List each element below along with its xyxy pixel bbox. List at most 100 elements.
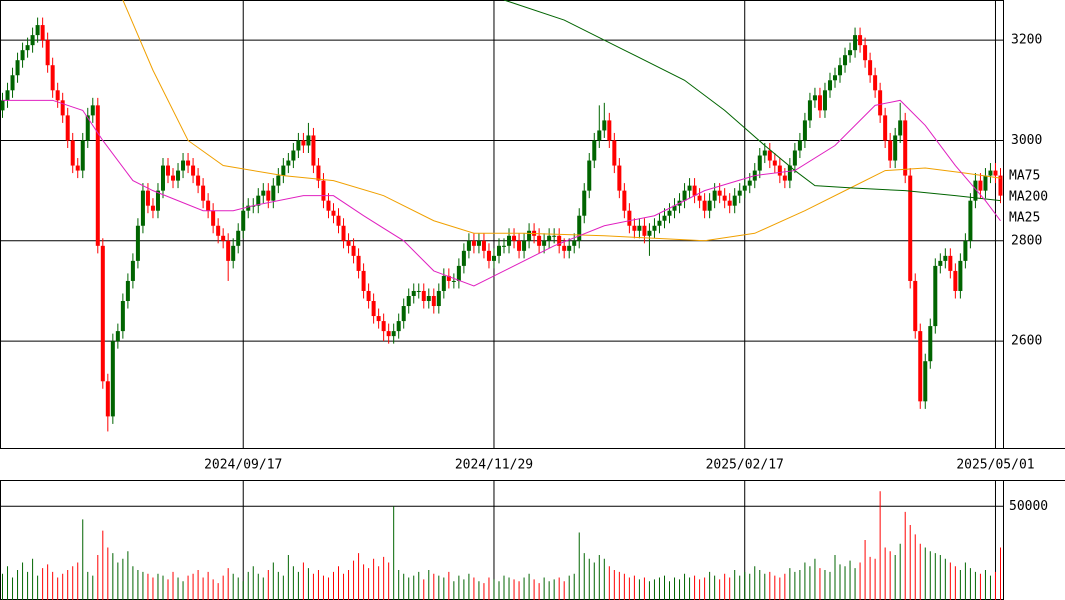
price-panel <box>0 0 1004 449</box>
candle-body <box>15 60 20 76</box>
candle-body <box>843 55 848 66</box>
candle-body <box>973 180 978 201</box>
candle-body <box>878 90 883 116</box>
candle-body <box>456 265 461 281</box>
candle-body <box>120 301 125 332</box>
candle-body <box>712 190 717 201</box>
candle-body <box>863 45 868 61</box>
candle-body <box>10 75 15 91</box>
candle-body <box>617 165 622 191</box>
candle-body <box>722 195 727 201</box>
candle-body <box>301 140 306 146</box>
candle-body <box>306 135 311 146</box>
candle-body <box>827 80 832 91</box>
candle-body <box>396 321 401 332</box>
candle-body <box>110 341 115 417</box>
candle-body <box>135 225 140 261</box>
candle-body <box>978 180 983 191</box>
candle-body <box>893 135 898 161</box>
candle-body <box>697 195 702 201</box>
ma-line <box>2 99 1001 287</box>
candle-body <box>732 195 737 206</box>
candle-body <box>647 230 652 236</box>
candle-body <box>115 331 120 342</box>
candle-body <box>181 160 186 171</box>
candle-body <box>898 120 903 136</box>
candle-body <box>567 245 572 251</box>
candle-body <box>858 35 863 46</box>
candle-body <box>968 200 973 241</box>
candle-body <box>331 210 336 216</box>
candle-body <box>171 175 176 181</box>
candle-body <box>838 65 843 76</box>
candle-body <box>20 50 25 61</box>
candle-body <box>491 255 496 261</box>
candle-body <box>537 235 542 246</box>
candle-body <box>246 205 251 211</box>
candle-body <box>125 280 130 302</box>
candle-body <box>928 326 933 362</box>
candle-body <box>231 245 236 261</box>
candle-body <box>888 140 893 161</box>
x-tick-label: 2025/02/17 <box>706 458 784 473</box>
candle-body <box>406 295 411 307</box>
candle-body <box>542 240 547 246</box>
candle-body <box>527 230 532 241</box>
candle-body <box>522 240 527 251</box>
candle-body <box>296 140 301 151</box>
ma-line <box>122 0 1001 242</box>
candle-body <box>446 275 451 281</box>
candle-body <box>627 210 632 226</box>
candle-body <box>943 255 948 261</box>
candle-body <box>607 120 612 141</box>
candle-body <box>221 235 226 241</box>
candle-body <box>597 130 602 141</box>
candle-body <box>55 90 60 101</box>
candle-body <box>547 235 552 241</box>
candle-body <box>286 160 291 166</box>
candle-body <box>191 165 196 176</box>
candle-body <box>782 175 787 181</box>
x-tick-label: 2024/09/17 <box>204 458 282 473</box>
candle-body <box>587 160 592 191</box>
candle-body <box>346 240 351 246</box>
candle-body <box>883 115 888 141</box>
y-tick-label: 2800 <box>1011 233 1042 248</box>
candle-body <box>281 165 286 176</box>
candle-body <box>707 200 712 211</box>
candle-body <box>145 190 150 206</box>
candle-body <box>100 245 105 382</box>
candle-body <box>517 240 522 251</box>
candle-body <box>155 190 160 211</box>
y-tick-label: 2600 <box>1011 334 1042 349</box>
candle-body <box>381 321 386 332</box>
ma-line <box>503 0 1001 202</box>
candle-body <box>687 185 692 191</box>
candle-body <box>321 180 326 201</box>
candle-body <box>913 280 918 332</box>
candle-body <box>466 240 471 251</box>
candle-body <box>682 190 687 201</box>
candle-body <box>868 60 873 76</box>
candle-body <box>35 25 40 36</box>
candle-body <box>65 115 70 141</box>
candle-body <box>908 175 913 281</box>
candle-body <box>822 90 827 111</box>
candle-body <box>160 165 165 191</box>
candle-body <box>476 240 481 246</box>
candle-body <box>376 316 381 322</box>
candle-body <box>0 100 5 111</box>
candle-body <box>256 195 261 206</box>
candle-body <box>266 190 271 201</box>
candle-body <box>471 240 476 246</box>
candle-body <box>411 290 416 296</box>
candle-body <box>737 190 742 196</box>
candle-body <box>361 270 366 291</box>
legend-label: MA25 <box>1009 211 1040 226</box>
candle-body <box>356 255 361 271</box>
candle-body <box>451 280 456 282</box>
candle-body <box>963 240 968 261</box>
candle-body <box>502 245 507 247</box>
candle-body <box>130 260 135 281</box>
